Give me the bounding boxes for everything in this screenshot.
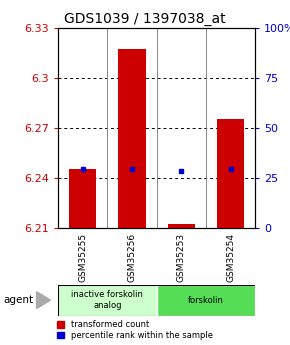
Polygon shape [37,292,50,309]
Text: GSM35256: GSM35256 [127,233,137,283]
Text: GDS1039 / 1397038_at: GDS1039 / 1397038_at [64,12,226,26]
Text: inactive forskolin
analog: inactive forskolin analog [71,290,143,310]
Bar [69,169,96,228]
Bar [118,49,146,228]
Bar [157,285,255,316]
Bar [58,285,157,316]
Bar [217,119,244,228]
Text: agent: agent [3,295,33,305]
Text: GSM35255: GSM35255 [78,233,87,283]
Legend: transformed count, percentile rank within the sample: transformed count, percentile rank withi… [56,319,213,341]
Bar [168,224,195,228]
Text: forskolin: forskolin [188,296,224,305]
Text: GSM35253: GSM35253 [177,233,186,283]
Text: GSM35254: GSM35254 [226,233,235,283]
